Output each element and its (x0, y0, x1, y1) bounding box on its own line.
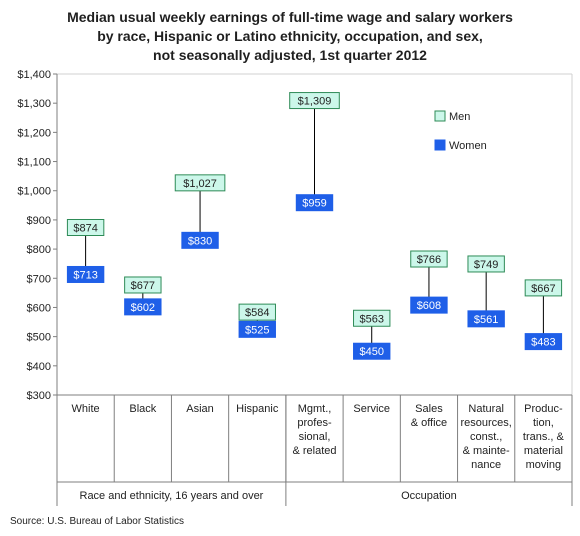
category-label: & mainte- (463, 445, 510, 457)
category-label: sional, (299, 431, 331, 443)
category-label: & office (411, 417, 448, 429)
y-tick-label: $700 (27, 273, 51, 285)
men-point-box (410, 250, 448, 268)
category-label: material (524, 445, 563, 457)
women-point-box (181, 231, 219, 249)
group-label: Occupation (401, 490, 457, 502)
y-tick-label: $300 (27, 390, 51, 402)
y-tick-label: $1,000 (17, 186, 51, 198)
men-point-label: $563 (359, 313, 383, 325)
men-point-label: $766 (417, 254, 441, 266)
women-point-box (524, 333, 563, 351)
men-point-label: $1,027 (183, 178, 217, 190)
category-label: resources, (460, 417, 511, 429)
women-point-box (238, 320, 276, 338)
chart-title-line: not seasonally adjusted, 1st quarter 201… (153, 47, 427, 63)
men-point-label: $677 (131, 280, 155, 292)
category-label: nance (471, 459, 501, 471)
category-label: Black (129, 403, 156, 415)
category-label: Asian (186, 403, 214, 415)
y-tick-label: $1,200 (17, 127, 51, 139)
men-point-label: $667 (531, 283, 555, 295)
legend-women-swatch (434, 139, 446, 151)
category-label: tion, (533, 417, 554, 429)
category-label: trans., & (523, 431, 565, 443)
women-point-box (295, 194, 334, 212)
women-point-label: $483 (531, 337, 555, 349)
chart-title: Median usual weekly earnings of full-tim… (0, 8, 580, 65)
men-point-box (66, 218, 105, 236)
women-point-label: $713 (73, 269, 97, 281)
chart-title-line: by race, Hispanic or Latino ethnicity, o… (97, 28, 483, 44)
legend-men-label: Men (449, 111, 470, 123)
y-tick-label: $800 (27, 244, 51, 256)
men-point-box (124, 276, 162, 294)
y-tick-label: $1,300 (17, 98, 51, 110)
men-point-box (467, 255, 505, 273)
men-point-label: $874 (73, 222, 97, 234)
men-point-box (289, 92, 340, 110)
women-point-box (124, 298, 162, 316)
women-point-label: $561 (474, 314, 498, 326)
legend-women-label: Women (449, 140, 487, 152)
legend-men-swatch (434, 110, 446, 122)
y-tick-label: $1,400 (17, 69, 51, 81)
women-point-label: $608 (417, 300, 441, 312)
category-label: Natural (468, 403, 503, 415)
y-tick-label: $400 (27, 361, 51, 373)
y-tick-label: $500 (27, 332, 51, 344)
category-label: White (72, 403, 100, 415)
men-point-box (353, 309, 391, 327)
category-label: Produc- (524, 403, 563, 415)
y-tick-label: $600 (27, 302, 51, 314)
women-point-box (467, 310, 505, 328)
source-note: Source: U.S. Bureau of Labor Statistics (10, 516, 184, 527)
women-point-label: $450 (359, 346, 383, 358)
women-point-box (410, 296, 448, 314)
category-label: & related (292, 445, 336, 457)
men-point-label: $584 (245, 307, 269, 319)
category-label: Mgmt., (298, 403, 332, 415)
category-label: Sales (415, 403, 443, 415)
men-point-box (524, 279, 563, 297)
y-tick-label: $900 (27, 215, 51, 227)
category-label: Service (353, 403, 390, 415)
men-point-label: $1,309 (298, 96, 332, 108)
women-point-label: $830 (188, 235, 212, 247)
category-label: const., (470, 431, 502, 443)
men-point-label: $749 (474, 259, 498, 271)
y-tick-label: $1,100 (17, 157, 51, 169)
category-label: Hispanic (236, 403, 279, 415)
women-point-label: $525 (245, 324, 269, 336)
men-point-box (238, 303, 276, 321)
chart-title-line: Median usual weekly earnings of full-tim… (67, 9, 513, 25)
category-label: moving (526, 459, 561, 471)
men-point-box (174, 174, 226, 192)
women-point-box (353, 342, 391, 360)
group-label: Race and ethnicity, 16 years and over (80, 490, 264, 502)
women-point-label: $959 (302, 198, 326, 210)
women-point-box (66, 265, 105, 283)
women-point-label: $602 (131, 302, 155, 314)
category-label: profes- (297, 417, 332, 429)
